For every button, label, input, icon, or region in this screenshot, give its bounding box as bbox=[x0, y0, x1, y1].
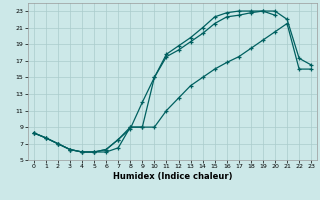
X-axis label: Humidex (Indice chaleur): Humidex (Indice chaleur) bbox=[113, 172, 232, 181]
